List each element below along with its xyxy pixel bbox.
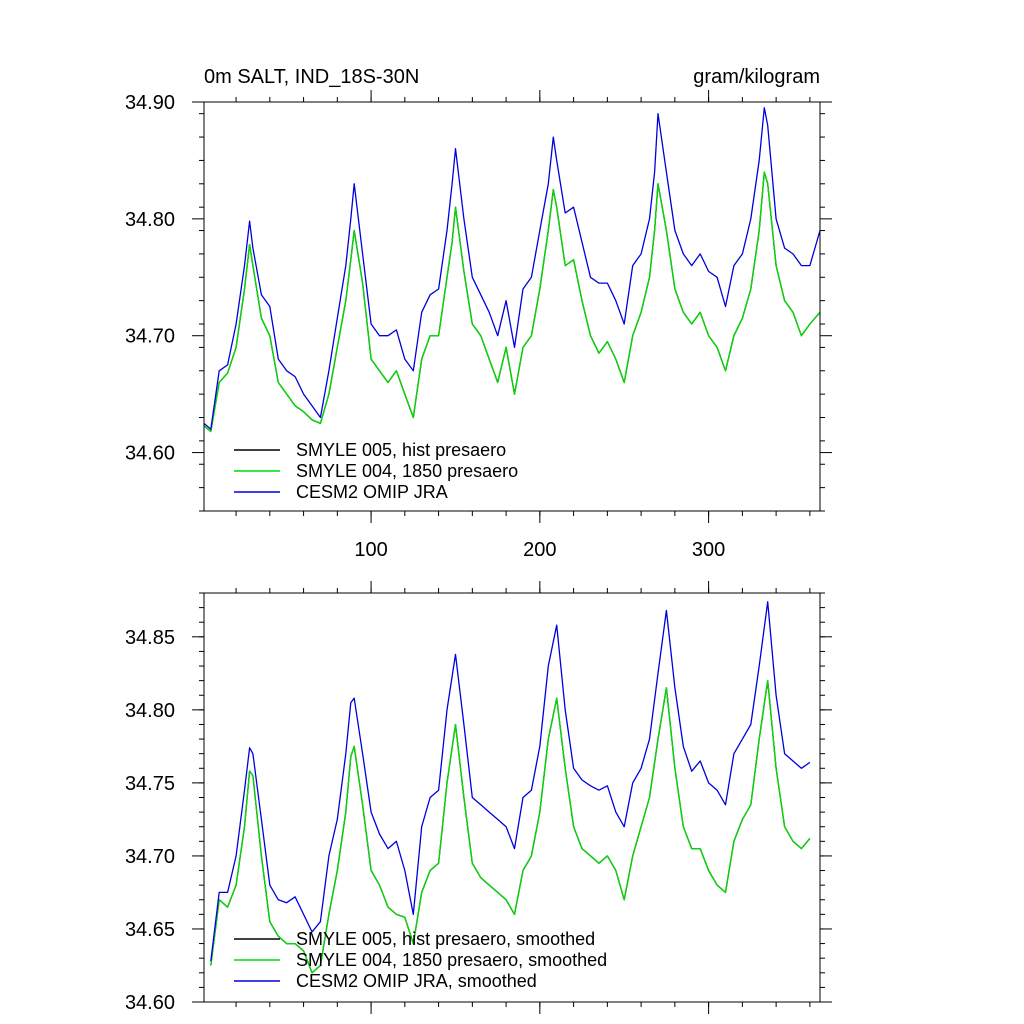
legend: SMYLE 005, hist presaero, smoothedSMYLE … [234,929,607,991]
legend-label: SMYLE 004, 1850 presaero [296,461,518,481]
plot-frame [203,592,821,1003]
series-line-smyle-004-1850-presaero-smoothed [210,679,811,974]
series-line-cesm2-omip-jra-smoothed [210,601,811,962]
panel-title-right: gram/kilogram [693,66,820,88]
y-tick-label: 34.60 [125,992,175,1014]
panel-title-left: 0m SALT, IND_18S-30N [204,66,419,88]
y-tick-label: 34.80 [125,209,175,231]
legend-label: SMYLE 004, 1850 presaero, smoothed [296,950,607,970]
y-tick-label: 34.90 [125,92,175,114]
series-lines [210,601,811,974]
series-lines [203,107,821,433]
y-tick-label: 34.75 [125,773,175,795]
y-tick-label: 34.65 [125,919,175,941]
salt-raw-panel: 0m SALT, IND_18S-30N gram/kilogram 34.60… [125,66,832,561]
legend-label: CESM2 OMIP JRA, smoothed [296,971,537,991]
x-tick-label: 300 [692,539,725,561]
y-tick-label: 34.80 [125,700,175,722]
y-tick-label: 34.70 [125,846,175,868]
y-tick-label: 34.70 [125,326,175,348]
series-line-smyle-004-1850-presaero [203,171,821,433]
y-tick-label: 34.60 [125,443,175,465]
series-line-smyle-005-hist-presaero [203,171,821,433]
x-tick-label: 100 [354,539,387,561]
salt-smoothed-panel: 34.60 34.65 34.70 34.75 34.80 34.85 SMYLE 005… [125,581,832,1014]
series-line-cesm2-omip-jra [203,107,821,430]
legend-label: SMYLE 005, hist presaero [296,440,506,460]
x-tick-label: 200 [523,539,556,561]
legend-label: SMYLE 005, hist presaero, smoothed [296,929,595,949]
legend-label: CESM2 OMIP JRA [296,482,448,502]
axis-ticks: 34.60 34.65 34.70 34.75 34.80 34.85 [125,581,832,1014]
plot-frame [203,101,821,512]
y-tick-label: 34.85 [125,627,175,649]
axis-ticks: 34.60 34.70 34.80 34.90 100 200 300 [125,90,832,561]
